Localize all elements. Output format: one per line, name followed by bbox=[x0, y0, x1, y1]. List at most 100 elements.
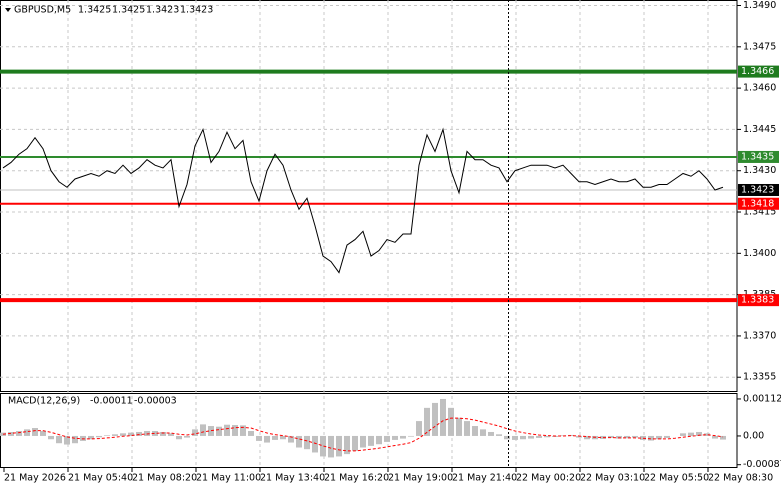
level-label: 1.3466 bbox=[741, 66, 774, 77]
level-label: 1.3418 bbox=[741, 198, 774, 209]
macd-bar bbox=[368, 435, 374, 446]
y-tick-label: 1.3430 bbox=[743, 165, 776, 176]
macd-bar bbox=[88, 435, 94, 440]
y-tick-label: 0.00 bbox=[743, 430, 764, 441]
macd-bar bbox=[504, 435, 510, 440]
macd-bar bbox=[464, 421, 470, 436]
y-tick-label: 1.3400 bbox=[743, 248, 776, 259]
x-tick-label: 21 May 21:40 bbox=[452, 473, 517, 484]
macd-bar bbox=[256, 435, 262, 441]
macd-bar bbox=[688, 432, 694, 436]
macd-bar bbox=[488, 431, 494, 436]
y-tick-label: 1.3445 bbox=[743, 124, 776, 135]
macd-bar bbox=[576, 435, 582, 438]
y-tick-label: -0.00087 bbox=[743, 459, 781, 470]
grid bbox=[0, 0, 737, 468]
level-label-bg bbox=[738, 294, 779, 307]
macd-bar bbox=[416, 421, 422, 436]
macd-bar bbox=[152, 430, 158, 436]
x-tick-label: 21 May 16:20 bbox=[324, 473, 389, 484]
macd-bar bbox=[472, 426, 478, 436]
y-tick-label: 1.3475 bbox=[743, 41, 776, 52]
signal-value: -0.00003 bbox=[134, 396, 177, 407]
macd-bar bbox=[112, 434, 118, 436]
macd-bar bbox=[584, 435, 590, 440]
macd-title: MACD(12,26,9) bbox=[8, 396, 80, 407]
macd-bar bbox=[200, 424, 206, 436]
macd-bar bbox=[248, 430, 254, 436]
macd-bar bbox=[240, 425, 246, 436]
macd-bar bbox=[424, 407, 430, 436]
macd-bar bbox=[104, 435, 110, 436]
macd-bar bbox=[48, 435, 54, 440]
level-label-bg bbox=[738, 197, 779, 210]
macd-bar bbox=[280, 435, 286, 440]
macd-bar bbox=[520, 435, 526, 440]
signal-line bbox=[2, 417, 724, 452]
macd-bar bbox=[544, 435, 550, 438]
macd-bar bbox=[560, 435, 566, 436]
marks bbox=[0, 69, 737, 458]
price-panel bbox=[0, 0, 738, 392]
symbol-title: GBPUSD,M5 bbox=[14, 5, 71, 16]
macd-panel bbox=[0, 393, 738, 468]
macd-bar bbox=[608, 435, 614, 438]
macd-value: -0.00011 bbox=[90, 396, 133, 407]
macd-bar bbox=[616, 435, 622, 439]
macd-bar bbox=[480, 429, 486, 436]
macd-bar bbox=[184, 435, 190, 438]
x-tick-label: 22 May 00:20 bbox=[516, 473, 581, 484]
level-label: 1.3383 bbox=[741, 295, 774, 306]
ohlc-low: 1.3423 bbox=[146, 5, 179, 16]
x-tick-label: 21 May 13:40 bbox=[260, 473, 325, 484]
macd-bar bbox=[528, 435, 534, 439]
macd-bar bbox=[320, 435, 326, 457]
macd-bar bbox=[400, 435, 406, 439]
x-tick-label: 22 May 03:10 bbox=[580, 473, 645, 484]
macd-bar bbox=[304, 435, 310, 450]
x-tick-label: 21 May 05:40 bbox=[68, 473, 133, 484]
x-tick-label: 21 May 19:00 bbox=[388, 473, 453, 484]
macd-bar bbox=[312, 435, 318, 453]
macd-bar bbox=[16, 430, 22, 436]
macd-bar bbox=[712, 435, 718, 439]
level-label-bg bbox=[738, 65, 779, 78]
macd-bar bbox=[536, 435, 542, 438]
macd-bar bbox=[440, 398, 446, 436]
macd-bar bbox=[288, 435, 294, 443]
macd-bar bbox=[496, 434, 502, 436]
macd-bar bbox=[448, 407, 454, 436]
macd-bar bbox=[168, 433, 174, 436]
macd-bar bbox=[32, 428, 38, 436]
last-price-bg bbox=[738, 183, 779, 196]
y-tick-label: 1.3370 bbox=[743, 330, 776, 341]
macd-bar bbox=[208, 426, 214, 436]
macd-bar bbox=[432, 402, 438, 436]
macd-bar bbox=[272, 435, 278, 440]
ohlc-open: 1.3425 bbox=[78, 5, 111, 16]
price-line bbox=[2, 127, 724, 274]
macd-bar bbox=[512, 435, 518, 440]
macd-bar bbox=[376, 435, 382, 445]
y-tick-label: 0.00112 bbox=[743, 393, 781, 404]
macd-bar bbox=[136, 431, 142, 436]
y-tick-label: 1.3490 bbox=[743, 0, 776, 11]
macd-bar bbox=[360, 435, 366, 448]
macd-bar bbox=[56, 435, 62, 444]
macd-bar bbox=[120, 433, 126, 436]
macd-bar bbox=[176, 435, 182, 440]
macd-bar bbox=[232, 425, 238, 436]
macd-bar bbox=[8, 431, 14, 436]
y-tick-label: 1.3460 bbox=[743, 83, 776, 94]
macd-bar bbox=[128, 432, 134, 436]
x-tick-label: 21 May 08:20 bbox=[132, 473, 197, 484]
macd-bar bbox=[344, 435, 350, 455]
macd-bar bbox=[352, 435, 358, 451]
y-tick-label: 1.3415 bbox=[743, 207, 776, 218]
macd-bar bbox=[64, 435, 70, 445]
macd-bar bbox=[696, 431, 702, 436]
dropdown-icon bbox=[5, 8, 11, 12]
x-tick-label: 22 May 05:50 bbox=[644, 473, 709, 484]
macd-bar bbox=[384, 435, 390, 442]
